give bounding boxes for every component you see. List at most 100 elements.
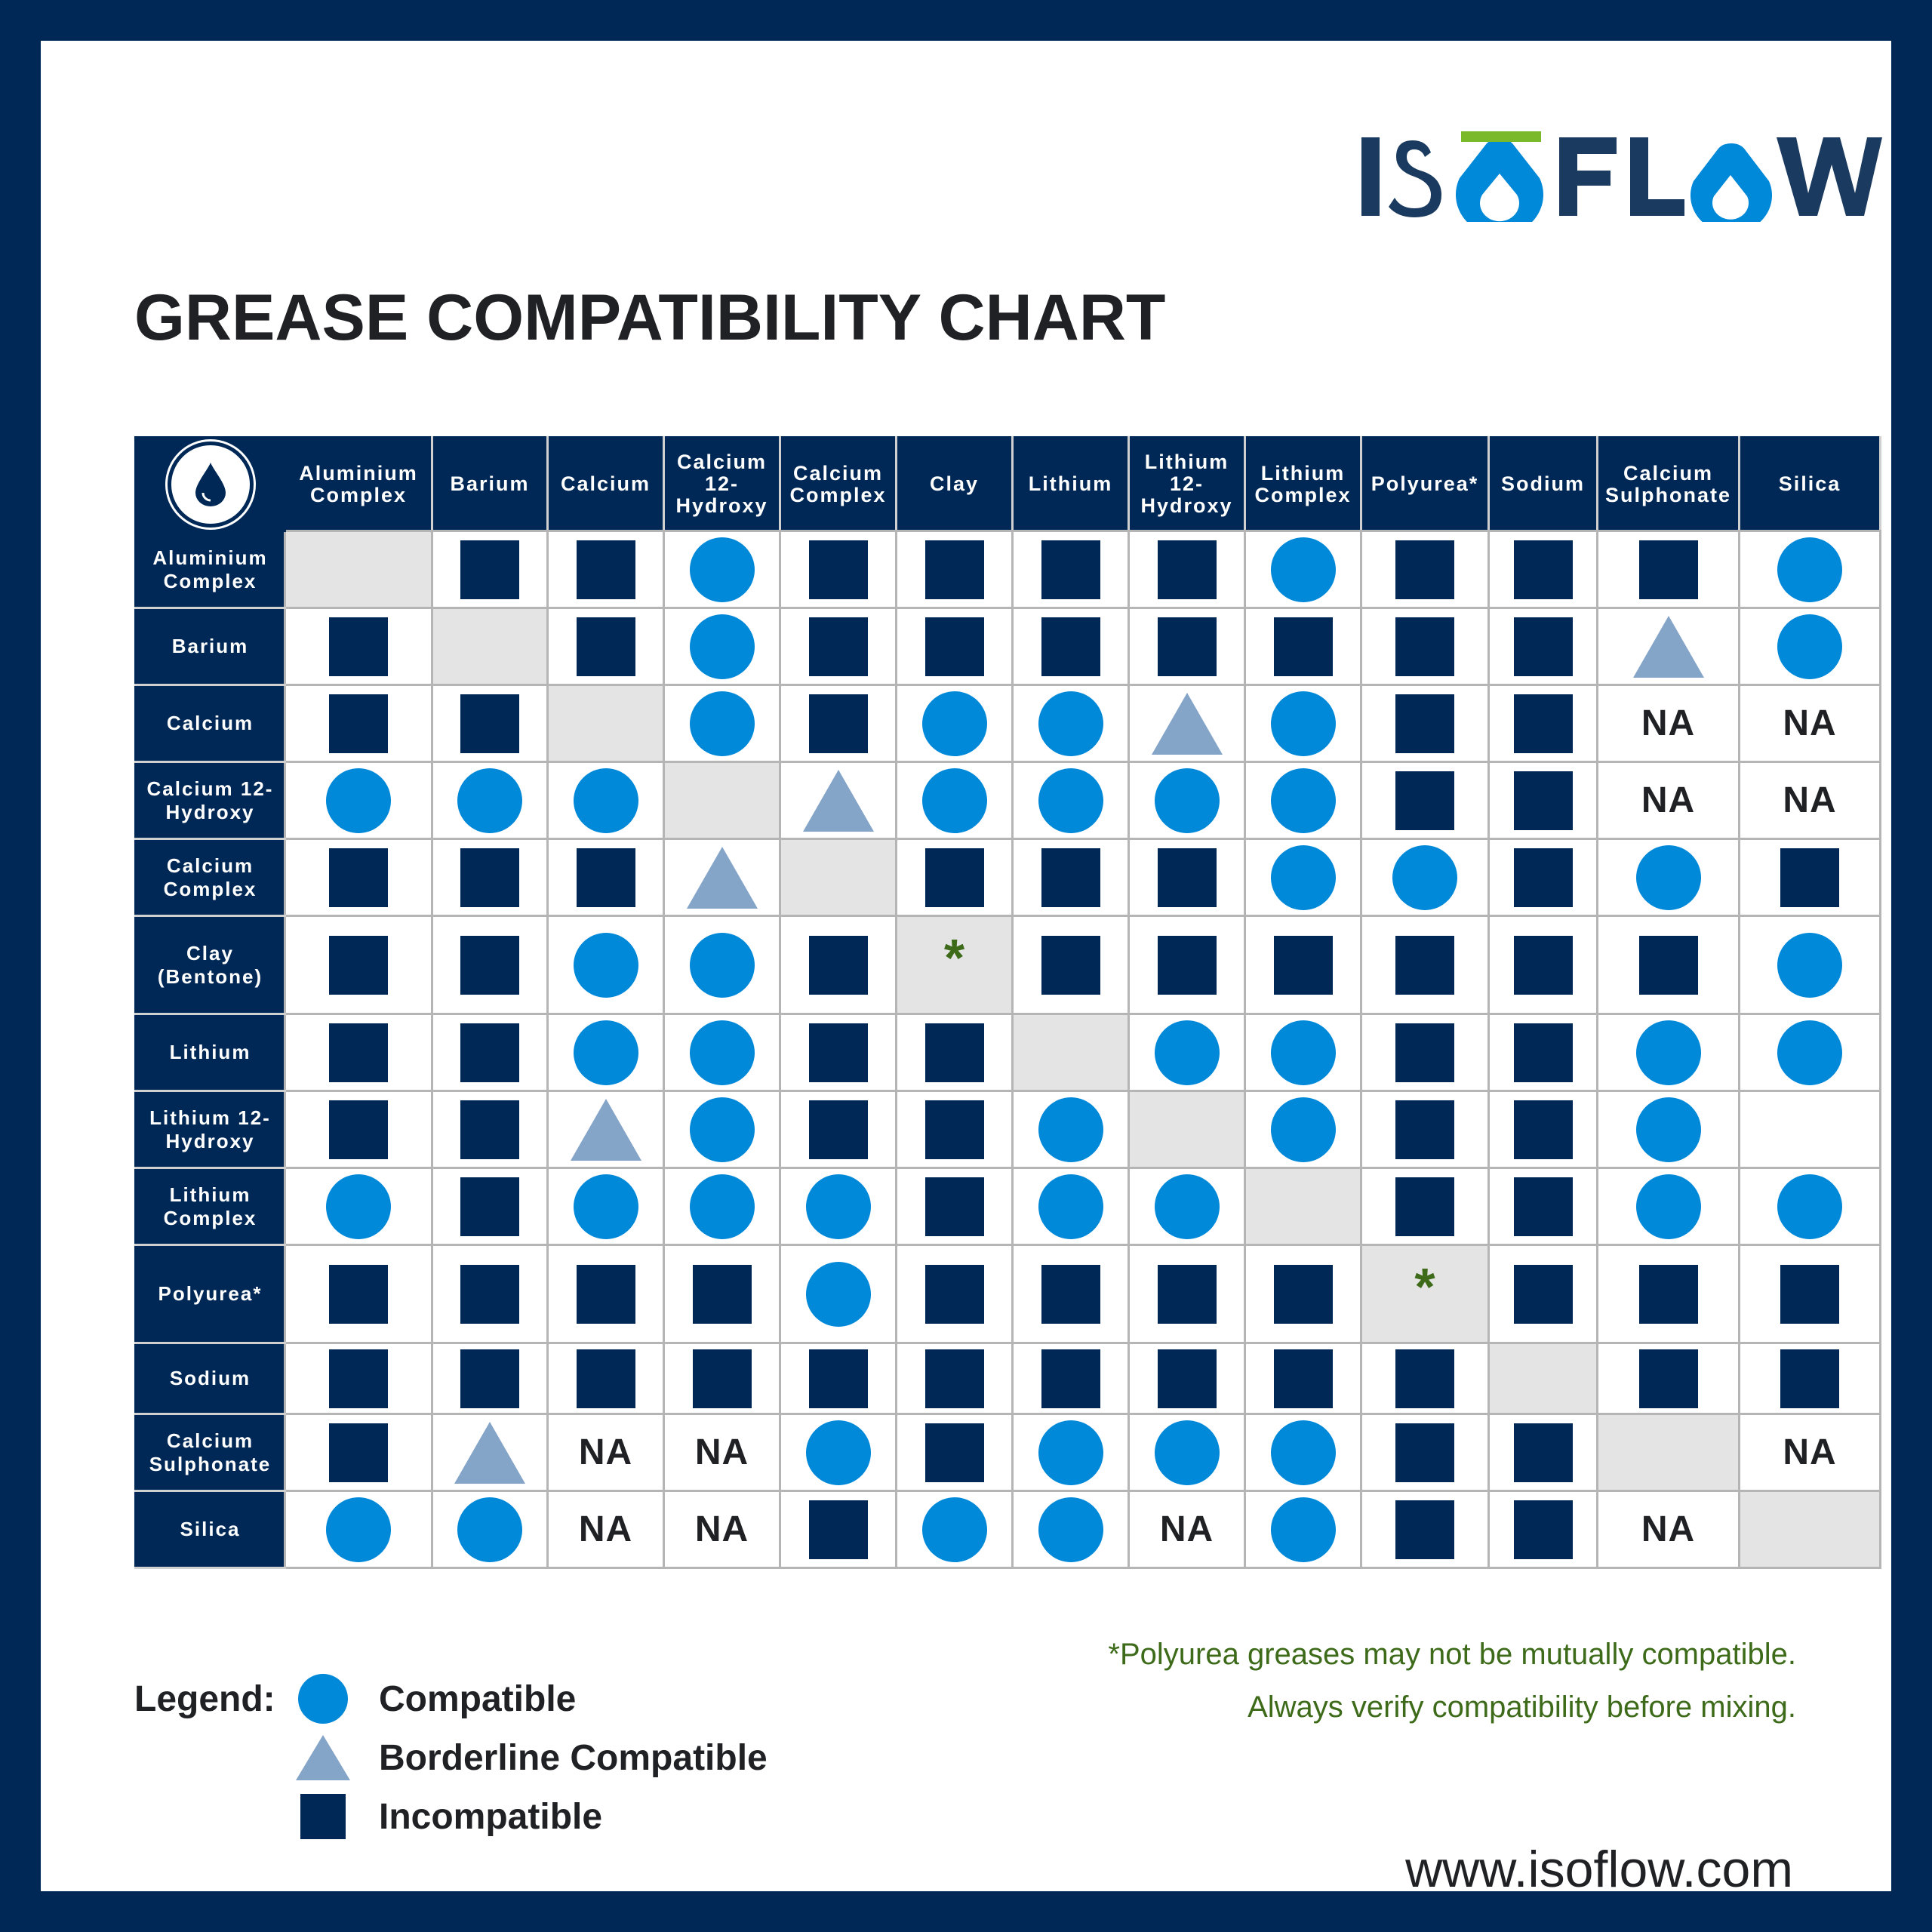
borderline-triangle-icon xyxy=(1632,615,1704,678)
matrix-cell xyxy=(1360,1413,1490,1492)
incompatible-square-icon xyxy=(1273,1349,1333,1408)
row-header-silica: Silica xyxy=(134,1490,286,1569)
matrix-cell xyxy=(284,684,433,763)
legend-item-compatible: Compatible xyxy=(296,1672,576,1725)
compatible-circle-icon xyxy=(689,1020,755,1085)
na-label: NA xyxy=(694,1509,749,1549)
matrix-cell xyxy=(663,607,781,686)
matrix-cell xyxy=(284,1342,433,1415)
column-header-aluminium-complex: Aluminium Complex xyxy=(284,436,433,532)
matrix-cell xyxy=(431,1244,549,1344)
incompatible-square-icon xyxy=(1513,848,1573,907)
matrix-cell xyxy=(1596,1244,1740,1344)
incompatible-square-icon xyxy=(1395,771,1454,830)
chart-card: GREASE COMPATIBILITY CHART Aluminium Com… xyxy=(41,41,1891,1898)
matrix-cell xyxy=(1011,684,1130,763)
incompatible-square-icon xyxy=(1157,617,1217,676)
incompatible-square-icon xyxy=(924,540,984,599)
compatible-circle-icon xyxy=(805,1261,871,1327)
diagonal-cell xyxy=(1128,1090,1246,1169)
website-url[interactable]: www.isoflow.com xyxy=(1405,1841,1793,1898)
incompatible-square-icon xyxy=(924,1100,984,1159)
matrix-cell xyxy=(663,1342,781,1415)
incompatible-square-icon xyxy=(924,1177,984,1236)
matrix-cell xyxy=(663,530,781,609)
matrix-cell xyxy=(1738,1090,1881,1169)
diagonal-cell xyxy=(546,684,665,763)
matrix-cell xyxy=(546,1090,665,1169)
borderline-triangle-icon xyxy=(686,846,758,909)
matrix-cell xyxy=(895,1013,1014,1092)
matrix-cell xyxy=(1487,1413,1598,1492)
incompatible-square-icon xyxy=(1157,540,1217,599)
matrix-cell xyxy=(895,1413,1014,1492)
na-label: NA xyxy=(1641,780,1696,820)
borderline-triangle-icon xyxy=(296,1735,350,1780)
incompatible-square-icon xyxy=(460,1023,519,1082)
row-header-calcium-12-hydroxy: Calcium 12-Hydroxy xyxy=(134,761,286,840)
incompatible-square-icon xyxy=(460,848,519,907)
incompatible-square-icon xyxy=(808,1100,868,1159)
diagonal-cell xyxy=(1011,1013,1130,1092)
incompatible-square-icon xyxy=(1395,1177,1454,1236)
matrix-cell xyxy=(1738,1342,1881,1415)
na-label: NA xyxy=(1783,1432,1837,1472)
matrix-cell xyxy=(663,1244,781,1344)
column-header-lithium-12-hydroxy: Lithium 12-Hydroxy xyxy=(1128,436,1246,532)
incompatible-square-icon xyxy=(1780,1349,1839,1408)
incompatible-square-icon xyxy=(329,1264,388,1324)
matrix-cell xyxy=(546,607,665,686)
matrix-cell xyxy=(431,1167,549,1246)
compatible-circle-icon xyxy=(1777,614,1842,679)
compatible-circle-icon xyxy=(573,1174,638,1239)
matrix-cell: NA xyxy=(1738,1413,1881,1492)
matrix-cell xyxy=(1738,838,1881,917)
incompatible-square-icon xyxy=(1395,694,1454,753)
column-header-polyurea: Polyurea* xyxy=(1360,436,1490,532)
matrix-cell xyxy=(779,761,897,840)
column-header-calcium-12-hydroxy: Calcium 12-Hydroxy xyxy=(663,436,781,532)
row-header-calcium-sulphonate: Calcium Sulphonate xyxy=(134,1413,286,1492)
compatible-circle-icon xyxy=(1270,1420,1336,1485)
incompatible-square-icon xyxy=(808,694,868,753)
matrix-cell xyxy=(1011,761,1130,840)
matrix-cell xyxy=(895,1244,1014,1344)
legend-item-incompatible: Incompatible xyxy=(296,1790,602,1843)
compatible-circle-icon xyxy=(1635,844,1701,910)
chart-title: GREASE COMPATIBILITY CHART xyxy=(134,281,1166,354)
matrix-cell xyxy=(431,684,549,763)
compatible-circle-icon xyxy=(1777,1174,1842,1239)
compatible-circle-icon xyxy=(689,932,755,998)
matrix-cell xyxy=(546,1342,665,1415)
incompatible-square-icon xyxy=(924,617,984,676)
compatible-circle-icon xyxy=(326,768,391,833)
matrix-cell xyxy=(1487,1490,1598,1569)
matrix-cell xyxy=(431,761,549,840)
row-header-clay-bentone: Clay (Bentone) xyxy=(134,915,286,1015)
compatible-circle-icon xyxy=(1392,844,1457,910)
incompatible-square-icon xyxy=(576,1349,635,1408)
matrix-cell xyxy=(663,838,781,917)
matrix-cell xyxy=(895,838,1014,917)
matrix-cell xyxy=(284,1413,433,1492)
compatible-circle-icon xyxy=(298,1674,348,1724)
matrix-cell xyxy=(431,1413,549,1492)
matrix-cell xyxy=(895,530,1014,609)
incompatible-square-icon xyxy=(1041,848,1100,907)
matrix-cell xyxy=(284,1013,433,1092)
incompatible-square-icon xyxy=(924,1023,984,1082)
na-label: NA xyxy=(1159,1509,1214,1549)
matrix-row-aluminium-complex: Aluminium Complex xyxy=(134,530,1881,609)
borderline-triangle-icon xyxy=(802,769,874,832)
compatible-circle-icon xyxy=(921,768,987,833)
compatible-circle-icon xyxy=(1038,768,1103,833)
row-header-lithium-complex: Lithium Complex xyxy=(134,1167,286,1246)
incompatible-square-icon xyxy=(924,1349,984,1408)
diagonal-cell xyxy=(1244,1167,1362,1246)
row-header-lithium: Lithium xyxy=(134,1013,286,1092)
incompatible-square-icon xyxy=(808,1500,868,1559)
matrix-cell xyxy=(779,530,897,609)
compatible-circle-icon xyxy=(689,1097,755,1162)
row-header-aluminium-complex: Aluminium Complex xyxy=(134,530,286,609)
matrix-cell xyxy=(546,915,665,1015)
